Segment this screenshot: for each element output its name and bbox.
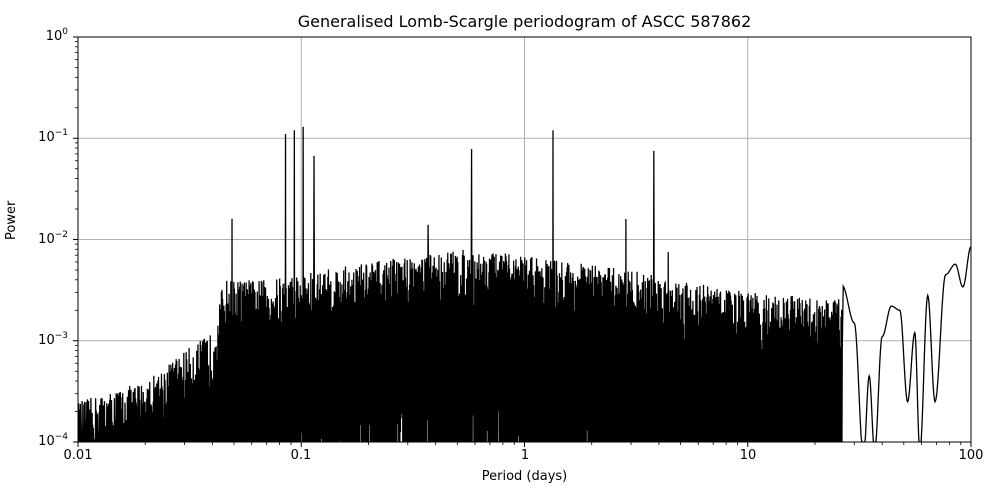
- x-tick-label: 100: [958, 448, 984, 463]
- y-tick-label: 10−3: [38, 330, 68, 348]
- x-tick-label: 1: [520, 448, 530, 463]
- x-tick-label: 0.01: [63, 448, 93, 463]
- x-tick-label: 0.1: [290, 448, 312, 463]
- y-tick-label: 10−2: [38, 229, 68, 247]
- y-axis-label: Power: [4, 200, 19, 240]
- axes-frame: [77, 36, 972, 443]
- x-tick-label: 10: [739, 448, 757, 463]
- y-tick-label: 10−4: [38, 431, 68, 449]
- y-tick-label: 100: [45, 26, 68, 44]
- periodogram-line: [78, 126, 971, 442]
- chart-title: Generalised Lomb-Scargle periodogram of …: [297, 12, 752, 31]
- x-axis-label: Period (days): [481, 469, 568, 484]
- y-tick-label: 10−1: [38, 127, 68, 145]
